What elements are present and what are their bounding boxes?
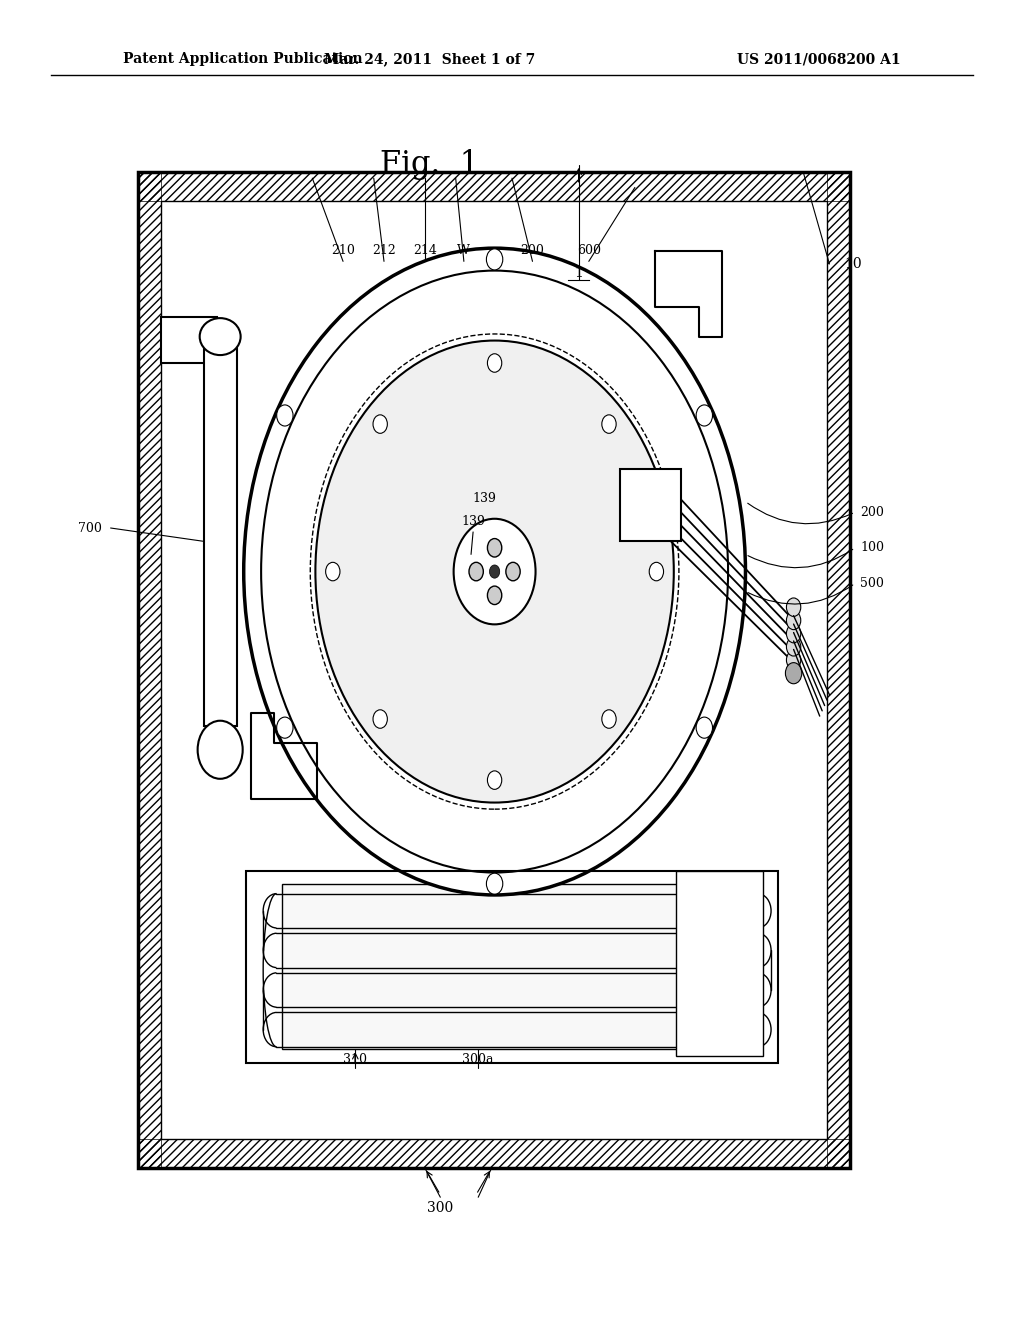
- Text: Mar. 24, 2011  Sheet 1 of 7: Mar. 24, 2011 Sheet 1 of 7: [325, 53, 536, 66]
- Bar: [282, 884, 753, 1049]
- Bar: [827, 172, 850, 1168]
- Circle shape: [786, 651, 801, 669]
- Text: 700: 700: [78, 521, 102, 535]
- Text: 200: 200: [860, 506, 884, 519]
- Bar: [161, 201, 827, 1139]
- Text: Fig.  1: Fig. 1: [381, 149, 479, 181]
- Circle shape: [696, 405, 713, 426]
- Circle shape: [487, 586, 502, 605]
- Bar: [138, 172, 850, 201]
- Circle shape: [276, 717, 293, 738]
- Circle shape: [786, 638, 801, 656]
- Circle shape: [486, 249, 503, 271]
- Text: 600: 600: [577, 244, 601, 257]
- Circle shape: [486, 874, 503, 895]
- Circle shape: [487, 354, 502, 372]
- Text: 100: 100: [860, 541, 884, 554]
- Circle shape: [487, 771, 502, 789]
- Ellipse shape: [200, 318, 241, 355]
- Bar: [161, 317, 217, 363]
- Text: 139: 139: [461, 515, 485, 528]
- Circle shape: [487, 539, 502, 557]
- Circle shape: [602, 710, 616, 729]
- Bar: [138, 172, 850, 1168]
- Text: 310: 310: [343, 1053, 368, 1067]
- Bar: [246, 871, 778, 1063]
- Circle shape: [454, 519, 536, 624]
- Circle shape: [786, 598, 801, 616]
- Text: 300: 300: [427, 1201, 454, 1214]
- Circle shape: [373, 710, 387, 729]
- Text: 500: 500: [860, 577, 884, 590]
- Circle shape: [649, 562, 664, 581]
- Text: 139: 139: [472, 492, 497, 506]
- Bar: [676, 871, 763, 1056]
- Text: 200: 200: [520, 244, 545, 257]
- Bar: [204, 337, 237, 726]
- Text: 214: 214: [413, 244, 437, 257]
- Circle shape: [244, 248, 745, 895]
- Circle shape: [276, 405, 293, 426]
- Circle shape: [315, 341, 674, 803]
- Circle shape: [489, 565, 500, 578]
- Circle shape: [786, 611, 801, 630]
- Circle shape: [198, 721, 243, 779]
- Text: 10: 10: [845, 257, 862, 271]
- Circle shape: [373, 414, 387, 433]
- Text: Patent Application Publication: Patent Application Publication: [123, 53, 362, 66]
- Circle shape: [506, 562, 520, 581]
- Circle shape: [602, 414, 616, 433]
- Text: US 2011/0068200 A1: US 2011/0068200 A1: [737, 53, 901, 66]
- Circle shape: [785, 663, 802, 684]
- Bar: [620, 469, 681, 541]
- Circle shape: [696, 717, 713, 738]
- Bar: [138, 172, 161, 1168]
- Circle shape: [326, 562, 340, 581]
- Circle shape: [786, 624, 801, 643]
- Text: 212: 212: [372, 244, 396, 257]
- Text: 300a: 300a: [463, 1053, 494, 1067]
- Bar: [138, 1139, 850, 1168]
- Circle shape: [469, 562, 483, 581]
- Text: W: W: [458, 244, 470, 257]
- Text: 210: 210: [331, 244, 355, 257]
- Text: 1: 1: [574, 267, 583, 280]
